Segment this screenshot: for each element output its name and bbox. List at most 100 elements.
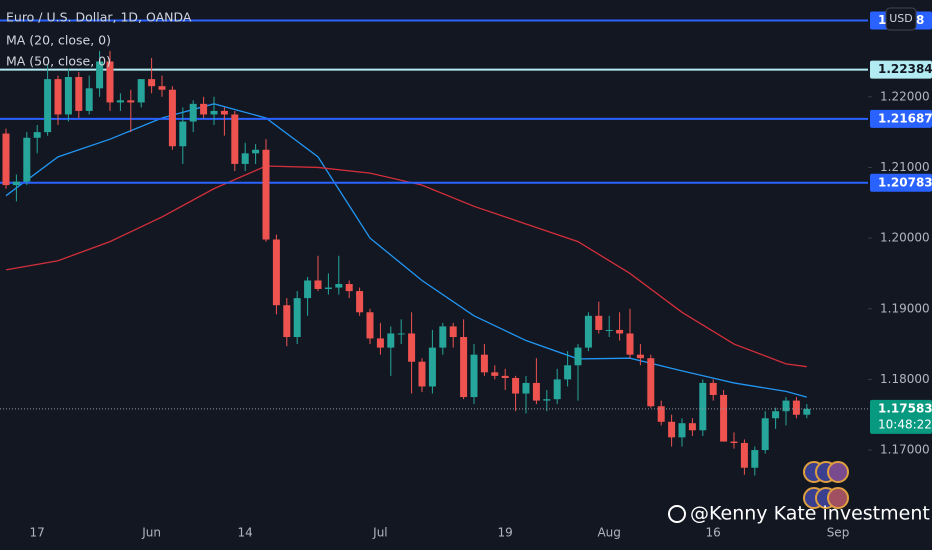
candle-body bbox=[158, 86, 166, 90]
candle-body bbox=[491, 372, 499, 376]
candle-body bbox=[106, 61, 114, 103]
level-label: 1.22384 bbox=[878, 62, 932, 76]
candle-body bbox=[616, 329, 624, 334]
level-box bbox=[870, 173, 932, 192]
countdown-label: 10:48:22 bbox=[878, 417, 932, 431]
candle-body bbox=[605, 329, 613, 331]
candle-body bbox=[293, 298, 301, 338]
candle-body bbox=[64, 77, 72, 115]
candle-body bbox=[564, 365, 572, 380]
candle-body bbox=[356, 291, 364, 313]
candle-body bbox=[231, 114, 239, 164]
candle-body bbox=[85, 88, 93, 111]
candle-body bbox=[501, 375, 509, 378]
candle-body bbox=[127, 100, 135, 103]
candle-body bbox=[553, 379, 561, 400]
candle-body bbox=[324, 287, 332, 289]
candle-body bbox=[584, 315, 592, 348]
candle-body bbox=[200, 103, 208, 115]
candle-body bbox=[345, 284, 353, 292]
candle-body bbox=[636, 354, 644, 359]
candle-body bbox=[314, 280, 322, 289]
candle-body bbox=[740, 442, 748, 468]
candle-body bbox=[23, 137, 31, 182]
candle-body bbox=[678, 423, 686, 438]
candle-body bbox=[44, 79, 52, 133]
candle-body bbox=[262, 149, 270, 240]
candle-body bbox=[730, 441, 738, 443]
candle-body bbox=[782, 400, 790, 412]
level-label: 1.21687 bbox=[878, 111, 932, 125]
candle-body bbox=[335, 284, 343, 288]
candle-body bbox=[657, 406, 665, 422]
ma-line bbox=[5, 165, 807, 368]
level-box bbox=[870, 109, 932, 128]
y-tick-label: 1.21000 bbox=[880, 160, 930, 174]
candle-body bbox=[772, 411, 780, 419]
x-tick-label: 16 bbox=[706, 526, 721, 540]
legend-entry: MA (20, close, 0) bbox=[6, 33, 111, 48]
candle-body bbox=[761, 418, 769, 451]
candle-body bbox=[543, 399, 551, 401]
candle-body bbox=[408, 333, 416, 362]
candle-body bbox=[574, 347, 582, 366]
x-tick-label: 17 bbox=[30, 526, 45, 540]
candle-body bbox=[751, 450, 759, 468]
candle-body bbox=[366, 312, 374, 339]
level-label: 1.20783 bbox=[878, 175, 932, 189]
candle-body bbox=[33, 132, 41, 138]
candle-body bbox=[304, 280, 312, 299]
event-icon bbox=[827, 461, 849, 483]
candle-body bbox=[626, 333, 634, 355]
candle-body bbox=[116, 100, 124, 103]
candle-body bbox=[418, 361, 426, 387]
x-tick-label: 19 bbox=[498, 526, 513, 540]
event-icon bbox=[827, 487, 849, 509]
x-tick-label: Sep bbox=[827, 526, 850, 540]
watermark-text: @Kenny Kate investment bbox=[690, 503, 930, 525]
candle-body bbox=[668, 421, 676, 438]
candle-body bbox=[397, 333, 405, 335]
x-tick-label: Jul bbox=[372, 526, 387, 540]
chart-title: Euro / U.S. Dollar, 1D, OANDA bbox=[6, 10, 192, 25]
candle-body bbox=[532, 382, 540, 401]
candle-body bbox=[12, 181, 20, 186]
y-tick-label: 1.22000 bbox=[880, 89, 930, 103]
y-tick-label: 1.19000 bbox=[880, 301, 930, 315]
currency-badge[interactable]: USD bbox=[885, 7, 917, 31]
candle-body bbox=[179, 121, 187, 147]
candle-body bbox=[148, 79, 156, 87]
candle-body bbox=[688, 423, 696, 431]
candle-body bbox=[595, 315, 603, 330]
x-tick-label: 14 bbox=[238, 526, 253, 540]
candle-body bbox=[470, 354, 478, 398]
candle-body bbox=[376, 338, 384, 348]
candle-body bbox=[387, 333, 395, 348]
candle-body bbox=[137, 79, 145, 103]
candle-body bbox=[709, 382, 717, 395]
plot-area bbox=[0, 19, 868, 476]
y-tick-label: 1.17000 bbox=[880, 443, 930, 457]
candle-body bbox=[803, 408, 811, 415]
candle-body bbox=[168, 89, 176, 147]
candle-body bbox=[96, 61, 104, 89]
candle-body bbox=[647, 358, 655, 407]
candle-body bbox=[220, 110, 228, 115]
candle-body bbox=[283, 305, 291, 338]
y-tick-label: 1.20000 bbox=[880, 231, 930, 245]
level-box bbox=[870, 60, 932, 79]
last-price-label: 1.17583 bbox=[878, 401, 932, 415]
candle-body bbox=[272, 239, 280, 306]
candle-body bbox=[241, 153, 249, 164]
candle-body bbox=[439, 326, 447, 348]
event-icons bbox=[803, 461, 849, 509]
axis-background bbox=[868, 0, 932, 550]
candle-body bbox=[699, 382, 707, 431]
last-price-box bbox=[870, 399, 932, 434]
candle-body bbox=[2, 133, 10, 186]
candle-body bbox=[512, 377, 520, 394]
watermark: @Kenny Kate investment bbox=[668, 503, 930, 525]
candle-body bbox=[480, 354, 488, 373]
